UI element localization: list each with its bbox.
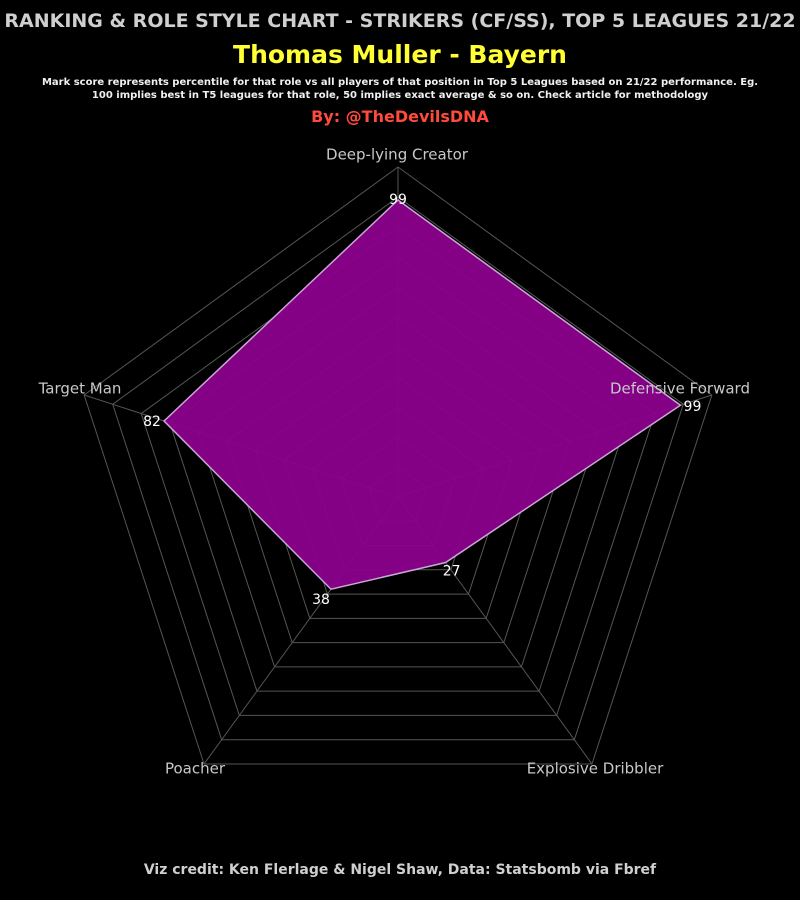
grid-ring	[83, 166, 713, 765]
grid-ring	[112, 196, 684, 741]
score-area	[162, 199, 682, 591]
byline: By: @TheDevilsDNA	[311, 107, 489, 126]
value-label: 99	[684, 399, 702, 415]
value-label: 38	[312, 592, 330, 608]
value-label: 82	[143, 414, 161, 430]
axis-label: Target Man	[38, 380, 122, 398]
value-label: 99	[389, 192, 407, 208]
player-name: Thomas Muller - Bayern	[233, 40, 567, 69]
value-label: 27	[443, 564, 461, 580]
credit: Viz credit: Ken Flerlage & Nigel Shaw, D…	[143, 862, 657, 878]
axis-label: Explosive Dribbler	[527, 760, 664, 778]
axis-label: Poacher	[165, 760, 226, 778]
chart-title: RANKING & ROLE STYLE CHART - STRIKERS (C…	[4, 10, 796, 32]
axis-label: Deep-lying Creator	[326, 146, 469, 164]
description: Mark score represents percentile for tha…	[41, 77, 759, 101]
axis-label: Defensive Forward	[610, 380, 750, 398]
